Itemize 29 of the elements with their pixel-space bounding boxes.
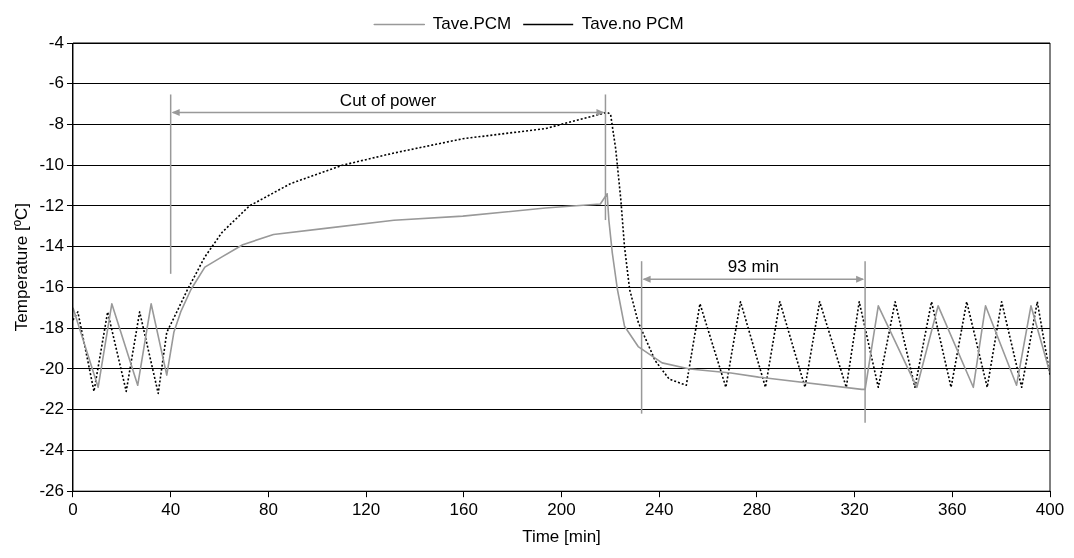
x-axis-title: Time [min] bbox=[522, 527, 601, 547]
y-tick-label: -4 bbox=[48, 32, 64, 52]
x-tick-label: 280 bbox=[742, 500, 772, 520]
y-tick-label: -6 bbox=[48, 73, 64, 93]
y-tick-label: -8 bbox=[48, 114, 64, 134]
x-tick-label: 120 bbox=[351, 500, 381, 520]
legend-label: Tave.PCM bbox=[432, 14, 512, 34]
y-tick-label: -14 bbox=[39, 236, 64, 256]
x-tick-label: 40 bbox=[161, 500, 181, 520]
y-tick-label: -20 bbox=[39, 358, 64, 378]
x-tick-label: 0 bbox=[68, 500, 78, 520]
x-tick-label: 80 bbox=[258, 500, 278, 520]
x-tick-label: 320 bbox=[840, 500, 869, 520]
y-tick-label: -24 bbox=[39, 440, 64, 460]
annotation: Cut of power bbox=[339, 90, 437, 110]
y-tick-label: -12 bbox=[39, 195, 64, 215]
legend-label: Tave.no PCM bbox=[581, 14, 684, 34]
y-tick-label: -26 bbox=[39, 480, 64, 500]
annotation: 93 min bbox=[727, 257, 779, 277]
x-tick-label: 200 bbox=[547, 500, 576, 520]
x-tick-label: 240 bbox=[645, 500, 674, 520]
x-tick-label: 400 bbox=[1035, 500, 1065, 520]
x-tick-label: 360 bbox=[938, 500, 967, 520]
y-tick-label: -16 bbox=[39, 277, 64, 297]
y-axis-title: Temperature [ºC] bbox=[11, 203, 31, 332]
x-tick-label: 160 bbox=[449, 500, 478, 520]
y-tick-label: -10 bbox=[39, 154, 64, 174]
y-tick-label: -18 bbox=[39, 317, 64, 337]
y-tick-label: -22 bbox=[39, 399, 64, 419]
